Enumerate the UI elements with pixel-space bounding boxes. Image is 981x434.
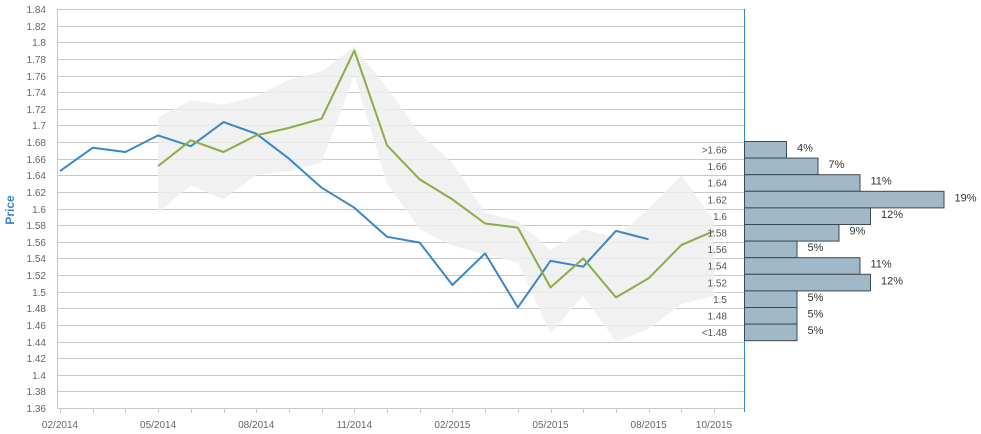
y-tick-label: 1.48 (27, 304, 47, 315)
y-tick-label: 1.68 (27, 138, 47, 149)
x-tick-label: 08/2015 (631, 420, 668, 431)
histogram-bin-label: 1.62 (708, 195, 728, 206)
histogram-pct-label: 12% (881, 209, 903, 221)
y-tick-label: 1.58 (27, 221, 47, 232)
y-tick-label: 1.38 (27, 387, 47, 398)
histogram-pct-label: 4% (797, 143, 813, 155)
histogram-bin-label: 1.54 (708, 262, 728, 273)
histogram-bin-label: >1.66 (702, 146, 728, 157)
histogram-pct-label: 5% (808, 309, 824, 321)
y-tick-label: 1.5 (32, 288, 46, 299)
x-tick-label: 05/2015 (532, 420, 569, 431)
x-tick-label: 02/2014 (42, 420, 79, 431)
y-tick-label: 1.74 (27, 88, 47, 99)
y-tick-label: 1.62 (27, 188, 47, 199)
x-tick-label: 02/2015 (434, 420, 471, 431)
y-tick-label: 1.56 (27, 238, 47, 249)
histogram-pct-label: 5% (808, 242, 824, 254)
y-tick-label: 1.42 (27, 354, 47, 365)
histogram-bin-label: <1.48 (702, 328, 728, 339)
histogram-pct-label: 12% (881, 275, 903, 287)
series-line-2 (157, 49, 715, 299)
histogram-bar (744, 273, 871, 292)
histogram-bin-label: 1.6 (713, 212, 727, 223)
axes: 1.36 1.38 1.4 1.42 1.44 1.46 1.48 1.5 1.52 1.54 1.… (27, 5, 745, 431)
histogram-bin-label: 1.48 (708, 312, 728, 323)
histogram-bin-label: 1.52 (708, 278, 728, 289)
histogram-pct-label: 5% (808, 292, 824, 304)
y-tick-label: 1.4 (32, 371, 46, 382)
y-tick-label: 1.72 (27, 105, 47, 116)
y-tick-label: 1.52 (27, 271, 47, 282)
y-tick-label: 1.54 (27, 254, 47, 265)
y-tick-label: 1.78 (27, 55, 47, 66)
histogram-bin-label: 1.58 (708, 229, 728, 240)
y-tick-label: 1.64 (27, 171, 47, 182)
histogram-bar (744, 257, 861, 275)
histogram-pct-label: 7% (829, 159, 845, 171)
histogram-pct-label: 9% (850, 226, 866, 238)
x-tick-label: 10/2015 (696, 420, 733, 431)
y-tick-label: 1.44 (27, 338, 47, 349)
histogram-bin-label: 1.5 (713, 295, 727, 306)
y-tick-label: 1.76 (27, 72, 47, 83)
y-tick-label: 1.6 (32, 205, 46, 216)
histogram-bar (744, 207, 871, 225)
y-tick-label: 1.82 (27, 22, 47, 33)
histogram-pct-label: 19% (955, 192, 977, 204)
histogram-bar (744, 174, 861, 192)
price-series (59, 49, 715, 309)
forecast-band-area (158, 46, 715, 342)
y-tick-label: 1.66 (27, 155, 47, 166)
y-tick-label: 1.46 (27, 321, 47, 332)
x-tick-label: 05/2014 (140, 420, 177, 431)
histogram-pct-label: 5% (808, 325, 824, 337)
x-tick-label: 11/2014 (337, 420, 373, 431)
histogram-bar (744, 190, 945, 209)
y-tick-label: 1.7 (32, 121, 46, 132)
x-tick-label: 08/2014 (238, 420, 275, 431)
distribution-histogram: >1.66 4% 1.66 7% 1.64 11% 1.62 19% 1.6 12% 1.58 9% 1… (702, 141, 977, 342)
histogram-bar (744, 290, 798, 308)
histogram-bar (744, 157, 819, 176)
histogram-bar (744, 307, 798, 325)
y-axis-title: Price (3, 195, 17, 225)
histogram-bar (744, 224, 840, 242)
forecast-range-band (158, 46, 715, 342)
histogram-bin-label: 1.56 (708, 245, 728, 256)
histogram-bar (744, 240, 798, 259)
histogram-bin-label: 1.64 (708, 179, 728, 190)
histogram-bar (744, 323, 798, 342)
y-tick-label: 1.84 (27, 5, 47, 16)
series-line-1 (59, 121, 649, 309)
histogram-bar (744, 141, 787, 159)
y-tick-label: 1.8 (32, 38, 46, 49)
y-tick-label: 1.36 (27, 404, 47, 415)
histogram-pct-label: 11% (871, 176, 892, 188)
histogram-bin-label: 1.66 (708, 162, 728, 173)
histogram-pct-label: 11% (871, 259, 892, 271)
